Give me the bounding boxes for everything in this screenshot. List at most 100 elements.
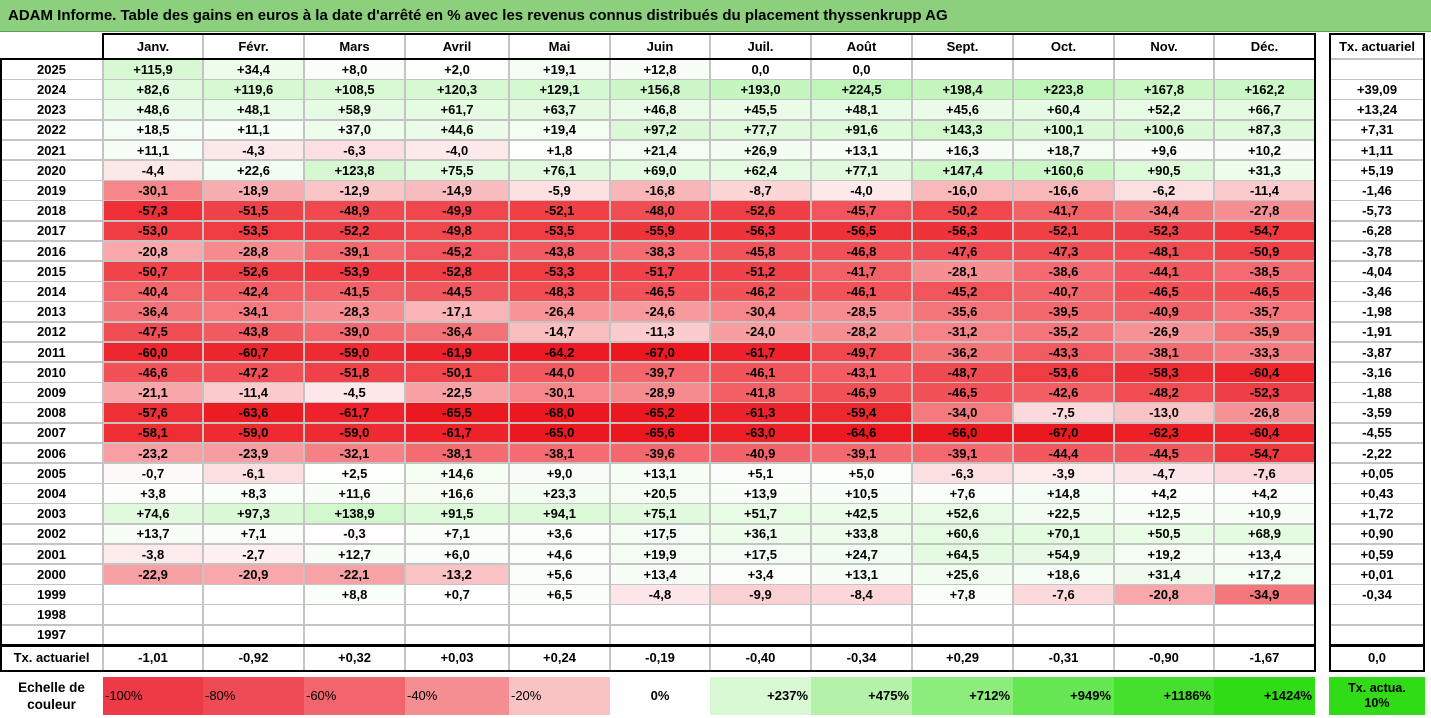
value-cell: -18,9 xyxy=(203,180,304,201)
value-cell: -13,2 xyxy=(405,564,509,585)
value-cell: -51,2 xyxy=(710,261,811,282)
value-cell: +60,4 xyxy=(1013,99,1114,121)
value-cell xyxy=(610,624,710,646)
month-header: Déc. xyxy=(1214,33,1315,59)
value-cell xyxy=(1114,59,1214,80)
value-cell: -38,6 xyxy=(1013,261,1114,282)
value-cell: -16,8 xyxy=(610,180,710,201)
scale-swatch: -40% xyxy=(405,676,509,715)
value-cell: +46,8 xyxy=(610,99,710,121)
value-cell xyxy=(103,584,203,605)
value-cell: -49,7 xyxy=(811,341,912,363)
value-cell: -4,4 xyxy=(103,160,203,181)
value-cell: -28,8 xyxy=(203,240,304,262)
value-cell xyxy=(912,604,1013,626)
value-cell: +61,7 xyxy=(405,99,509,121)
value-cell: -31,2 xyxy=(912,321,1013,343)
value-cell: +6,5 xyxy=(509,584,610,605)
value-cell xyxy=(1214,604,1315,626)
rate-cell xyxy=(1329,604,1425,626)
rate-cell: -6,28 xyxy=(1329,220,1425,242)
scale-swatch: +1186% xyxy=(1114,676,1214,715)
value-cell: -54,7 xyxy=(1214,442,1315,464)
value-cell: -44,1 xyxy=(1114,261,1214,282)
value-cell: +77,7 xyxy=(710,119,811,141)
year-label: 2019 xyxy=(0,180,103,201)
value-cell: -65,5 xyxy=(405,402,509,424)
value-cell: -0,7 xyxy=(103,463,203,484)
value-cell: +7,1 xyxy=(203,523,304,545)
value-cell xyxy=(710,604,811,626)
year-label: 2001 xyxy=(0,543,103,565)
value-cell: +14,6 xyxy=(405,463,509,484)
value-cell: +5,0 xyxy=(811,463,912,484)
value-cell: -3,9 xyxy=(1013,463,1114,484)
value-cell: -24,0 xyxy=(710,321,811,343)
value-cell: +19,2 xyxy=(1114,543,1214,565)
value-cell: -44,5 xyxy=(405,281,509,302)
value-cell: -24,6 xyxy=(610,301,710,323)
value-cell: -54,7 xyxy=(1214,220,1315,242)
value-cell: -47,3 xyxy=(1013,240,1114,262)
rate-cell xyxy=(1329,59,1425,80)
value-cell: +3,8 xyxy=(103,483,203,504)
year-label: 1999 xyxy=(0,584,103,605)
year-label: 2002 xyxy=(0,523,103,545)
month-header: Juil. xyxy=(710,33,811,59)
value-cell: +77,1 xyxy=(811,160,912,181)
value-cell: -27,8 xyxy=(1214,200,1315,222)
value-cell: -61,7 xyxy=(405,422,509,444)
value-cell xyxy=(103,604,203,626)
value-cell: -46,2 xyxy=(710,281,811,302)
value-cell: -26,8 xyxy=(1214,402,1315,424)
value-cell xyxy=(811,624,912,646)
summary-cell: +0,32 xyxy=(304,644,405,671)
value-cell: +97,2 xyxy=(610,119,710,141)
value-cell: -59,0 xyxy=(304,422,405,444)
value-cell: +9,6 xyxy=(1114,139,1214,161)
value-cell xyxy=(304,624,405,646)
year-label: 2014 xyxy=(0,281,103,302)
value-cell: +10,5 xyxy=(811,483,912,504)
rate-cell: +0,59 xyxy=(1329,543,1425,565)
value-cell: +31,4 xyxy=(1114,564,1214,585)
value-cell: -48,2 xyxy=(1114,382,1214,403)
value-cell: +87,3 xyxy=(1214,119,1315,141)
value-cell: -67,0 xyxy=(610,341,710,363)
value-cell: +44,6 xyxy=(405,119,509,141)
value-cell: -46,5 xyxy=(912,382,1013,403)
year-label: 2006 xyxy=(0,442,103,464)
value-cell: -46,5 xyxy=(1214,281,1315,302)
value-cell: -22,5 xyxy=(405,382,509,403)
value-cell: +45,5 xyxy=(710,99,811,121)
value-cell: -58,1 xyxy=(103,422,203,444)
value-cell: +75,5 xyxy=(405,160,509,181)
value-cell: -51,8 xyxy=(304,362,405,383)
value-cell: -53,5 xyxy=(203,220,304,242)
rate-cell: +1,11 xyxy=(1329,139,1425,161)
value-cell: -60,7 xyxy=(203,341,304,363)
value-cell: -4,0 xyxy=(811,180,912,201)
rate-cell: -1,88 xyxy=(1329,382,1425,403)
year-label: 1998 xyxy=(0,604,103,626)
value-cell: -60,0 xyxy=(103,341,203,363)
value-cell: -50,7 xyxy=(103,261,203,282)
value-cell: +7,6 xyxy=(912,483,1013,504)
value-cell: -40,4 xyxy=(103,281,203,302)
value-cell: +8,3 xyxy=(203,483,304,504)
value-cell: -49,9 xyxy=(405,200,509,222)
value-cell xyxy=(811,604,912,626)
rate-cell: +0,05 xyxy=(1329,463,1425,484)
value-cell: -30,1 xyxy=(509,382,610,403)
value-cell: -56,3 xyxy=(912,220,1013,242)
value-cell: +224,5 xyxy=(811,79,912,100)
value-cell: -12,9 xyxy=(304,180,405,201)
year-label: 2021 xyxy=(0,139,103,161)
year-label: 2017 xyxy=(0,220,103,242)
value-cell: -48,9 xyxy=(304,200,405,222)
value-cell: +129,1 xyxy=(509,79,610,100)
value-cell: -35,7 xyxy=(1214,301,1315,323)
rate-cell: +39,09 xyxy=(1329,79,1425,100)
value-cell xyxy=(203,624,304,646)
value-cell: -26,4 xyxy=(509,301,610,323)
